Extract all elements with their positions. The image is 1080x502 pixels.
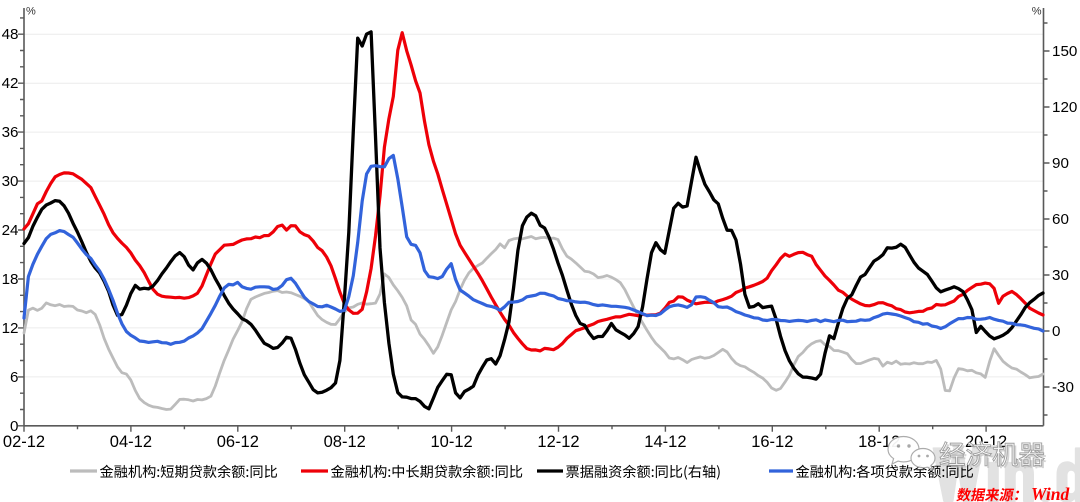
svg-text:150: 150 [1052,43,1077,60]
svg-text:0: 0 [10,418,18,435]
svg-text:06-12: 06-12 [217,433,259,451]
svg-text:120: 120 [1052,99,1077,116]
svg-text:12: 12 [2,320,19,337]
svg-text:0: 0 [1052,323,1060,340]
svg-text:60: 60 [1052,211,1069,228]
svg-text:90: 90 [1052,155,1069,172]
svg-text:10-12: 10-12 [430,433,472,451]
svg-text:02-12: 02-12 [3,433,45,451]
svg-text:48: 48 [2,26,19,43]
svg-text:Wind: Wind [1031,484,1070,502]
svg-text:30: 30 [2,173,19,190]
svg-text:04-12: 04-12 [110,433,152,451]
svg-text:12-12: 12-12 [537,433,579,451]
svg-text:6: 6 [10,369,18,386]
svg-text:08-12: 08-12 [324,433,366,451]
svg-text:18: 18 [2,271,19,288]
svg-text:%: % [26,6,36,18]
svg-text:-30: -30 [1052,379,1074,396]
svg-text:36: 36 [2,124,19,141]
svg-text:42: 42 [2,75,19,92]
svg-text:24: 24 [2,222,19,239]
svg-text:16-12: 16-12 [751,433,793,451]
svg-text:14-12: 14-12 [644,433,686,451]
svg-text:30: 30 [1052,267,1069,284]
svg-text:%: % [1032,6,1042,18]
